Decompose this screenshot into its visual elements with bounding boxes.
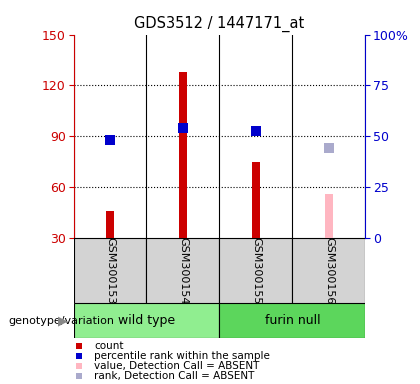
Text: wild type: wild type — [118, 314, 175, 327]
Text: value, Detection Call = ABSENT: value, Detection Call = ABSENT — [94, 361, 259, 371]
Text: ▶: ▶ — [58, 314, 68, 327]
Text: percentile rank within the sample: percentile rank within the sample — [94, 351, 270, 361]
Text: genotype/variation: genotype/variation — [8, 316, 114, 326]
Text: GSM300153: GSM300153 — [105, 237, 115, 305]
Title: GDS3512 / 1447171_at: GDS3512 / 1447171_at — [134, 16, 304, 32]
Text: GSM300156: GSM300156 — [324, 237, 334, 305]
Bar — [325, 194, 333, 238]
Bar — [292, 238, 365, 303]
Bar — [147, 238, 220, 303]
Bar — [74, 238, 147, 303]
Bar — [252, 162, 260, 238]
Text: furin null: furin null — [265, 314, 320, 327]
Text: GSM300154: GSM300154 — [178, 237, 188, 305]
Bar — [220, 238, 292, 303]
Text: GSM300155: GSM300155 — [251, 237, 261, 305]
Text: count: count — [94, 341, 123, 351]
Bar — [74, 303, 220, 338]
Bar — [178, 72, 187, 238]
Bar — [220, 303, 365, 338]
Text: rank, Detection Call = ABSENT: rank, Detection Call = ABSENT — [94, 371, 254, 381]
Bar — [105, 211, 114, 238]
